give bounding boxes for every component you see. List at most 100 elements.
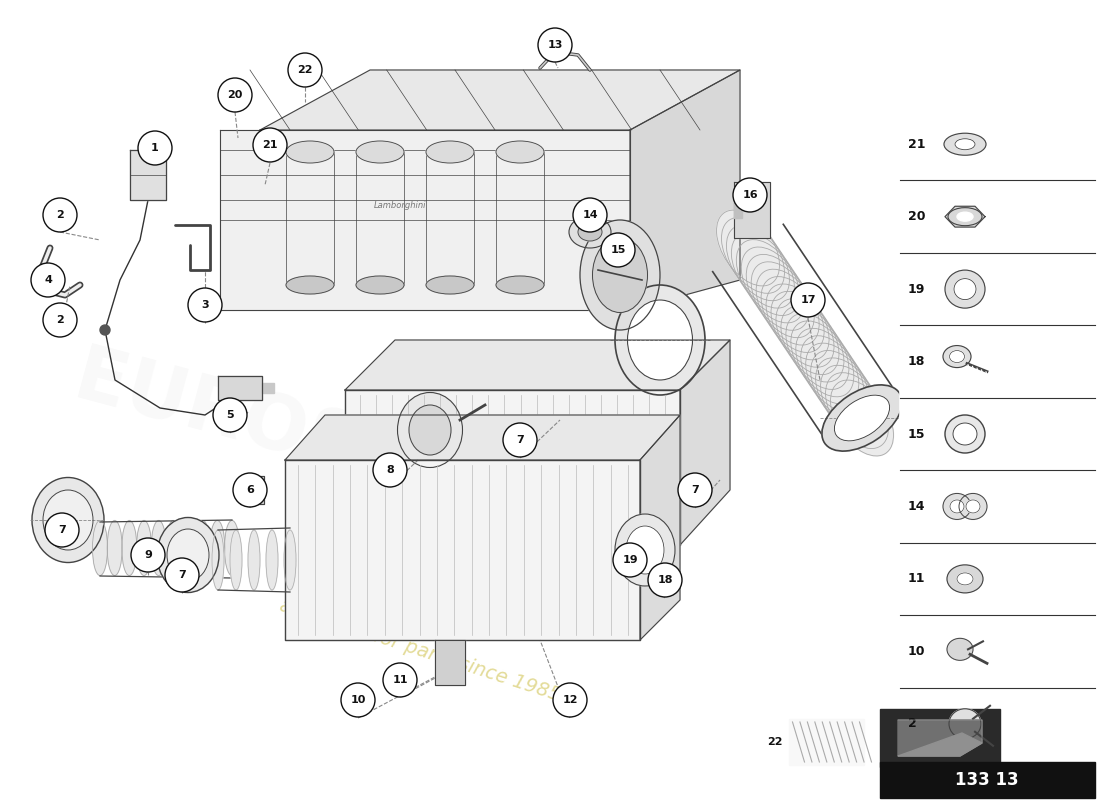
Polygon shape [640, 415, 680, 640]
Ellipse shape [210, 521, 224, 575]
Circle shape [31, 263, 65, 297]
Ellipse shape [356, 141, 404, 163]
Ellipse shape [781, 306, 844, 382]
Ellipse shape [166, 521, 180, 575]
Ellipse shape [92, 521, 108, 575]
Ellipse shape [167, 529, 209, 581]
Circle shape [383, 663, 417, 697]
Ellipse shape [615, 285, 705, 395]
Circle shape [503, 423, 537, 457]
Circle shape [791, 283, 825, 317]
Ellipse shape [943, 346, 971, 367]
Ellipse shape [751, 262, 814, 338]
Ellipse shape [955, 138, 975, 150]
Text: 18: 18 [658, 575, 673, 585]
Ellipse shape [122, 521, 136, 575]
Ellipse shape [785, 314, 849, 390]
Ellipse shape [496, 141, 544, 163]
Polygon shape [680, 340, 730, 545]
Text: 22: 22 [767, 737, 782, 747]
Ellipse shape [212, 530, 224, 590]
Ellipse shape [943, 494, 971, 519]
Ellipse shape [627, 300, 693, 380]
Ellipse shape [821, 366, 883, 441]
Circle shape [341, 683, 375, 717]
Text: 13: 13 [548, 40, 563, 50]
Ellipse shape [957, 573, 974, 585]
Ellipse shape [732, 232, 794, 308]
Ellipse shape [43, 490, 94, 550]
Text: 22: 22 [297, 65, 312, 75]
Circle shape [131, 538, 165, 572]
Ellipse shape [835, 395, 890, 441]
Polygon shape [630, 70, 740, 310]
Text: 7: 7 [58, 525, 66, 535]
Ellipse shape [284, 530, 296, 590]
Ellipse shape [626, 526, 664, 574]
Circle shape [213, 398, 248, 432]
Bar [880, 762, 1094, 798]
Ellipse shape [151, 521, 166, 575]
Text: 17: 17 [801, 295, 816, 305]
Ellipse shape [356, 276, 404, 294]
Text: 20: 20 [908, 210, 925, 223]
Circle shape [188, 288, 222, 322]
Ellipse shape [771, 291, 834, 367]
Ellipse shape [496, 276, 544, 294]
Text: 4: 4 [44, 275, 52, 285]
Bar [900, 108, 1094, 760]
Polygon shape [285, 415, 680, 460]
Polygon shape [260, 70, 740, 130]
Circle shape [100, 325, 110, 335]
Text: 3: 3 [201, 300, 209, 310]
Ellipse shape [286, 141, 334, 163]
Ellipse shape [954, 278, 976, 300]
Polygon shape [898, 720, 982, 756]
Ellipse shape [756, 269, 820, 345]
Text: 11: 11 [393, 675, 408, 685]
Ellipse shape [811, 350, 873, 426]
Ellipse shape [426, 276, 474, 294]
Circle shape [233, 473, 267, 507]
Ellipse shape [947, 565, 983, 593]
Ellipse shape [593, 238, 648, 313]
Text: 15: 15 [908, 427, 925, 441]
Polygon shape [434, 640, 465, 685]
Circle shape [45, 513, 79, 547]
Text: 18: 18 [908, 355, 925, 368]
Ellipse shape [180, 521, 196, 575]
Ellipse shape [791, 321, 854, 397]
Circle shape [613, 543, 647, 577]
Ellipse shape [741, 247, 804, 323]
Ellipse shape [822, 385, 902, 451]
Text: 2: 2 [56, 210, 64, 220]
Bar [262, 383, 274, 393]
Text: 2: 2 [56, 315, 64, 325]
Polygon shape [220, 130, 630, 310]
Text: 16: 16 [742, 190, 758, 200]
Circle shape [678, 473, 712, 507]
Ellipse shape [766, 284, 829, 360]
Polygon shape [345, 340, 730, 390]
Text: 20: 20 [228, 90, 243, 100]
Ellipse shape [795, 328, 859, 404]
Ellipse shape [815, 358, 879, 434]
Circle shape [165, 558, 199, 592]
Text: 10: 10 [908, 645, 925, 658]
Ellipse shape [949, 709, 981, 738]
Ellipse shape [107, 521, 122, 575]
Bar [734, 182, 770, 238]
Circle shape [601, 233, 635, 267]
Ellipse shape [947, 638, 974, 660]
Ellipse shape [950, 500, 964, 513]
Text: 8: 8 [386, 465, 394, 475]
Ellipse shape [826, 373, 889, 449]
Ellipse shape [266, 530, 278, 590]
Ellipse shape [409, 405, 451, 455]
Circle shape [733, 178, 767, 212]
Text: 1: 1 [151, 143, 158, 153]
Bar [240, 476, 264, 504]
Ellipse shape [746, 254, 810, 330]
Text: 12: 12 [562, 695, 578, 705]
Ellipse shape [136, 521, 152, 575]
